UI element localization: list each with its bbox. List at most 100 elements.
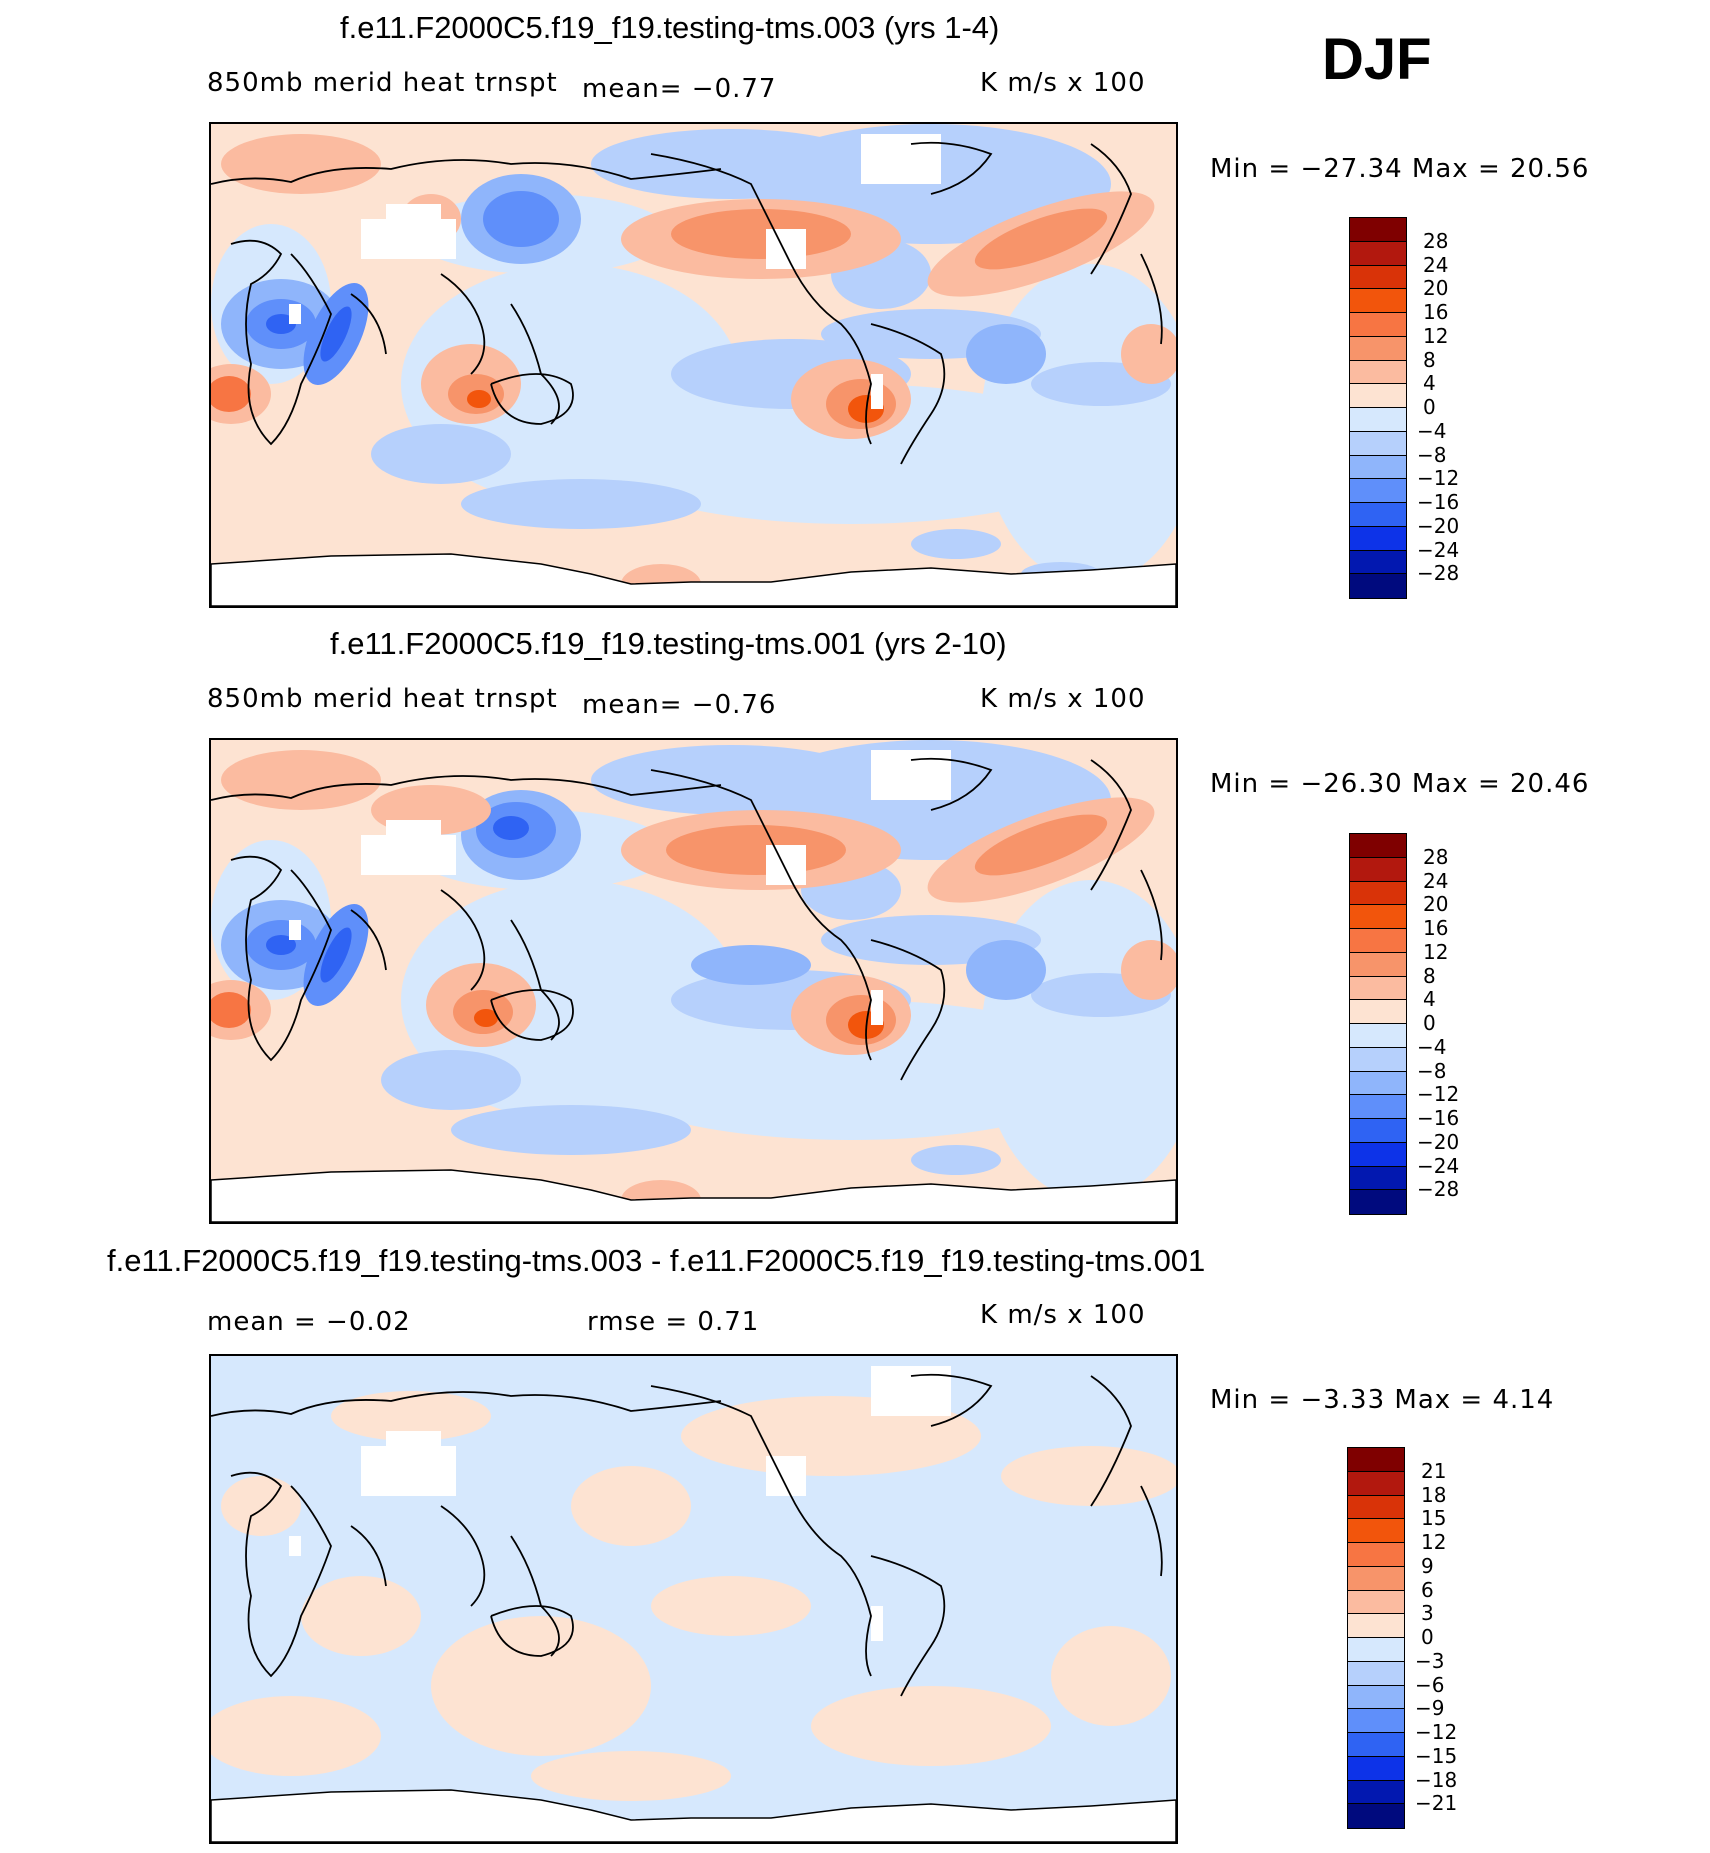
colorbar-swatch [1348,1590,1404,1615]
colorbar-tick-label: 4 [1423,987,1436,1012]
colorbar-tick-label: −20 [1417,1129,1460,1154]
colorbar-swatch [1348,1661,1404,1686]
panel-3-map [209,1354,1178,1844]
colorbar-swatch [1350,1047,1406,1072]
colorbar-swatch [1350,1190,1406,1214]
panel-1-map [209,122,1178,608]
colorbar-tick-label: −8 [1417,1058,1447,1083]
colorbar-tick-label: −28 [1417,1177,1460,1202]
panel-3-rmse-label: rmse = 0.71 [587,1307,760,1337]
panel-2-title: f.e11.F2000C5.f19_f19.testing-tms.001 (y… [330,626,1007,661]
colorbar-swatch [1350,336,1406,361]
colorbar-tick-label: 9 [1421,1553,1434,1578]
panel-2-minmax-label: Min = −26.30 Max = 20.46 [1210,769,1590,799]
colorbar-tick-label: −16 [1417,1106,1460,1130]
colorbar-swatch [1348,1709,1404,1733]
colorbar-tick-label: −24 [1417,537,1460,562]
colorbar-swatch [1350,881,1406,906]
colorbar-tick-label: 0 [1421,1625,1434,1649]
colorbar-tick-label: −9 [1415,1696,1445,1721]
colorbar-tick-label: −4 [1417,418,1447,443]
colorbar-tick-label: 28 [1423,228,1449,253]
colorbar-swatch [1350,1142,1406,1167]
colorbar-tick-label: 24 [1423,252,1449,277]
colorbar-tick-label: 3 [1421,1601,1434,1626]
colorbar-tick-label: −28 [1417,561,1460,586]
panel-3-colorbar [1347,1447,1405,1829]
colorbar-swatch [1350,526,1406,551]
colorbar-swatch [1348,1804,1404,1828]
colorbar-tick-label: 8 [1423,347,1436,372]
colorbar-swatch [1350,1024,1406,1048]
colorbar-tick-label: 6 [1421,1577,1434,1602]
colorbar-tick-label: 0 [1423,1011,1436,1035]
colorbar-swatch [1350,976,1406,1001]
colorbar-swatch [1350,1000,1406,1024]
panel-1-minmax-label: Min = −27.34 Max = 20.56 [1210,154,1590,184]
panel-1-title: f.e11.F2000C5.f19_f19.testing-tms.003 (y… [340,10,1000,45]
colorbar-swatch [1350,289,1406,313]
colorbar-tick-label: −6 [1415,1672,1445,1697]
colorbar-tick-label: 24 [1423,868,1449,893]
colorbar-tick-label: 20 [1423,892,1449,917]
colorbar-swatch [1348,1495,1404,1520]
colorbar-swatch [1350,1166,1406,1191]
colorbar-swatch [1350,431,1406,456]
colorbar-tick-label: −20 [1417,513,1460,538]
colorbar-tick-label: 18 [1421,1482,1447,1507]
colorbar-swatch [1348,1471,1404,1496]
season-label: DJF [1322,27,1432,92]
colorbar-swatch [1348,1519,1404,1543]
colorbar-swatch [1348,1733,1404,1757]
colorbar-swatch [1350,313,1406,337]
colorbar-swatch [1348,1685,1404,1710]
colorbar-tick-label: −16 [1417,490,1460,514]
panel-2-mean-label: mean= −0.76 [582,690,777,720]
colorbar-swatch [1350,384,1406,408]
colorbar-tick-label: 28 [1423,844,1449,869]
colorbar-swatch [1350,479,1406,503]
colorbar-swatch [1350,503,1406,527]
colorbar-swatch [1348,1566,1404,1591]
colorbar-swatch [1348,1614,1404,1638]
colorbar-tick-label: 12 [1423,939,1449,964]
colorbar-swatch [1348,1756,1404,1781]
colorbar-tick-label: −12 [1415,1720,1458,1744]
colorbar-swatch [1348,1780,1404,1805]
panel-2-variable-label: 850mb merid heat trnspt [207,684,558,714]
panel-1-variable-label: 850mb merid heat trnspt [207,68,558,98]
panel-1-mean-label: mean= −0.77 [582,74,777,104]
colorbar-tick-label: −12 [1417,1082,1460,1107]
panel-3-minmax-label: Min = −3.33 Max = 4.14 [1210,1385,1555,1415]
colorbar-swatch [1350,905,1406,929]
colorbar-swatch [1350,574,1406,598]
colorbar-tick-label: −24 [1417,1153,1460,1178]
colorbar-swatch [1350,408,1406,432]
panel-3-units-label: K m/s x 100 [980,1300,1146,1330]
colorbar-swatch [1350,929,1406,953]
colorbar-tick-label: 15 [1421,1506,1447,1531]
panel-3-mean-label: mean = −0.02 [207,1307,411,1337]
colorbar-tick-label: 4 [1423,371,1436,396]
colorbar-tick-label: −12 [1417,466,1460,491]
colorbar-swatch [1348,1543,1404,1567]
panel-1-units-label: K m/s x 100 [980,68,1146,98]
panel-1-colorbar [1349,217,1407,599]
panel-2-colorbar [1349,833,1407,1215]
colorbar-tick-label: −15 [1415,1743,1458,1768]
colorbar-swatch [1350,241,1406,266]
colorbar-swatch [1350,265,1406,290]
colorbar-tick-label: −3 [1415,1648,1445,1673]
colorbar-tick-label: 12 [1423,323,1449,348]
panel-2-units-label: K m/s x 100 [980,684,1146,714]
colorbar-tick-label: −4 [1417,1034,1447,1059]
colorbar-swatch [1350,1119,1406,1143]
colorbar-swatch [1350,834,1406,858]
panel-2-map [209,738,1178,1224]
colorbar-swatch [1350,1095,1406,1119]
colorbar-tick-label: 12 [1421,1530,1447,1554]
colorbar-swatch [1350,550,1406,575]
colorbar-tick-label: 20 [1423,276,1449,301]
colorbar-swatch [1348,1638,1404,1662]
colorbar-tick-label: 16 [1423,300,1449,324]
